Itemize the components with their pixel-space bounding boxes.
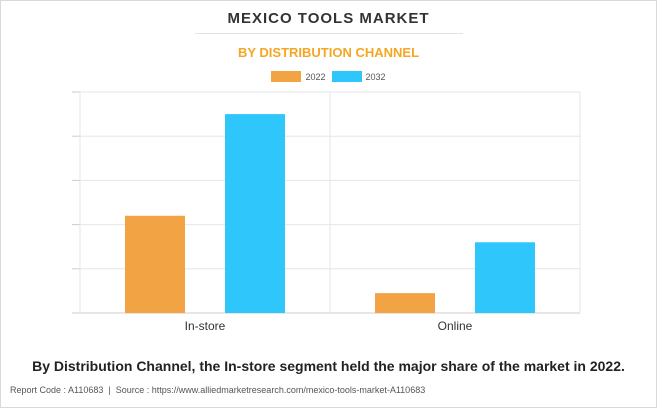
title-divider <box>195 33 463 34</box>
legend-label-2032: 2032 <box>365 71 386 82</box>
legend-swatch-2032 <box>331 71 362 82</box>
legend-label-2022: 2022 <box>305 71 326 82</box>
chart-subtitle: BY DISTRIBUTION CHANNEL <box>237 45 420 60</box>
legend-swatch-2022 <box>271 71 302 82</box>
footer: Report Code : A110683 | Source : https://w… <box>10 385 425 395</box>
category-label-in-store: In-store <box>185 319 226 333</box>
source-link[interactable]: Source : https://www.alliedmarketresearc… <box>115 385 426 395</box>
legend: 2022 2032 <box>0 71 657 82</box>
bar-in-store-2022 <box>125 215 185 313</box>
category-label-online: Online <box>438 319 473 333</box>
bar-online-2032 <box>475 242 535 313</box>
report-code: Report Code : A110683 <box>10 385 104 395</box>
legend-item-2022[interactable]: 2022 <box>271 71 326 82</box>
bar-online-2022 <box>375 293 435 313</box>
footer-separator: | <box>108 385 111 395</box>
chart-caption: By Distribution Channel, the In-store se… <box>32 358 625 374</box>
bar-chart: In-store Online <box>72 91 581 333</box>
legend-item-2032[interactable]: 2032 <box>331 71 386 82</box>
chart-title: MEXICO TOOLS MARKET <box>227 10 430 27</box>
category-label-layer: In-store Online <box>185 319 473 333</box>
bar-layer <box>125 114 535 313</box>
bar-in-store-2032 <box>225 114 285 313</box>
